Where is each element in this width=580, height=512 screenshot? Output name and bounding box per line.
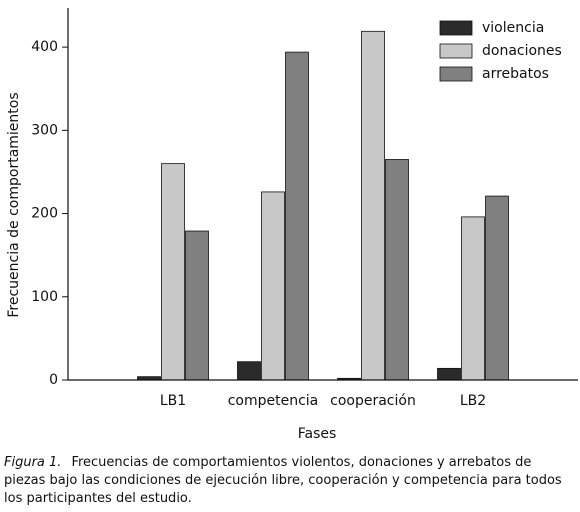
y-axis-label: Frecuencia de comportamientos xyxy=(6,92,22,317)
chart: Frecuencia de comportamientos Fases 0 100… xyxy=(6,8,578,442)
bar xyxy=(261,191,285,381)
x-tick-label: LB2 xyxy=(460,393,486,409)
bar xyxy=(361,30,385,381)
x-tick-label: LB1 xyxy=(160,393,186,409)
y-tick-label: 400 xyxy=(31,39,58,55)
y-tick-label: 100 xyxy=(31,289,58,305)
bar xyxy=(461,216,485,381)
legend-swatch xyxy=(439,43,473,59)
caption: Figura 1. Frecuencias de comportamientos … xyxy=(4,454,576,508)
caption-label: Figura 1. xyxy=(4,455,62,470)
x-tick-label: cooperación xyxy=(330,393,416,409)
bar xyxy=(437,367,461,381)
y-tick-label: 200 xyxy=(31,206,58,222)
bar xyxy=(161,163,185,381)
legend-swatch xyxy=(439,20,473,36)
y-tick-label: 300 xyxy=(31,122,58,138)
legend-label: arrebatos xyxy=(482,66,549,82)
bar xyxy=(185,230,209,381)
x-axis-label: Fases xyxy=(298,426,337,442)
caption-text: Frecuencias de comportamientos violentos… xyxy=(4,455,562,506)
bar xyxy=(285,51,309,381)
legend-label: donaciones xyxy=(482,43,562,59)
y-tick-label: 0 xyxy=(49,372,58,388)
x-tick-label: competencia xyxy=(228,393,319,409)
legend-label: violencia xyxy=(482,20,544,36)
legend-swatch xyxy=(439,66,473,82)
bar xyxy=(385,159,409,381)
bar xyxy=(237,361,261,381)
bar xyxy=(485,195,509,381)
